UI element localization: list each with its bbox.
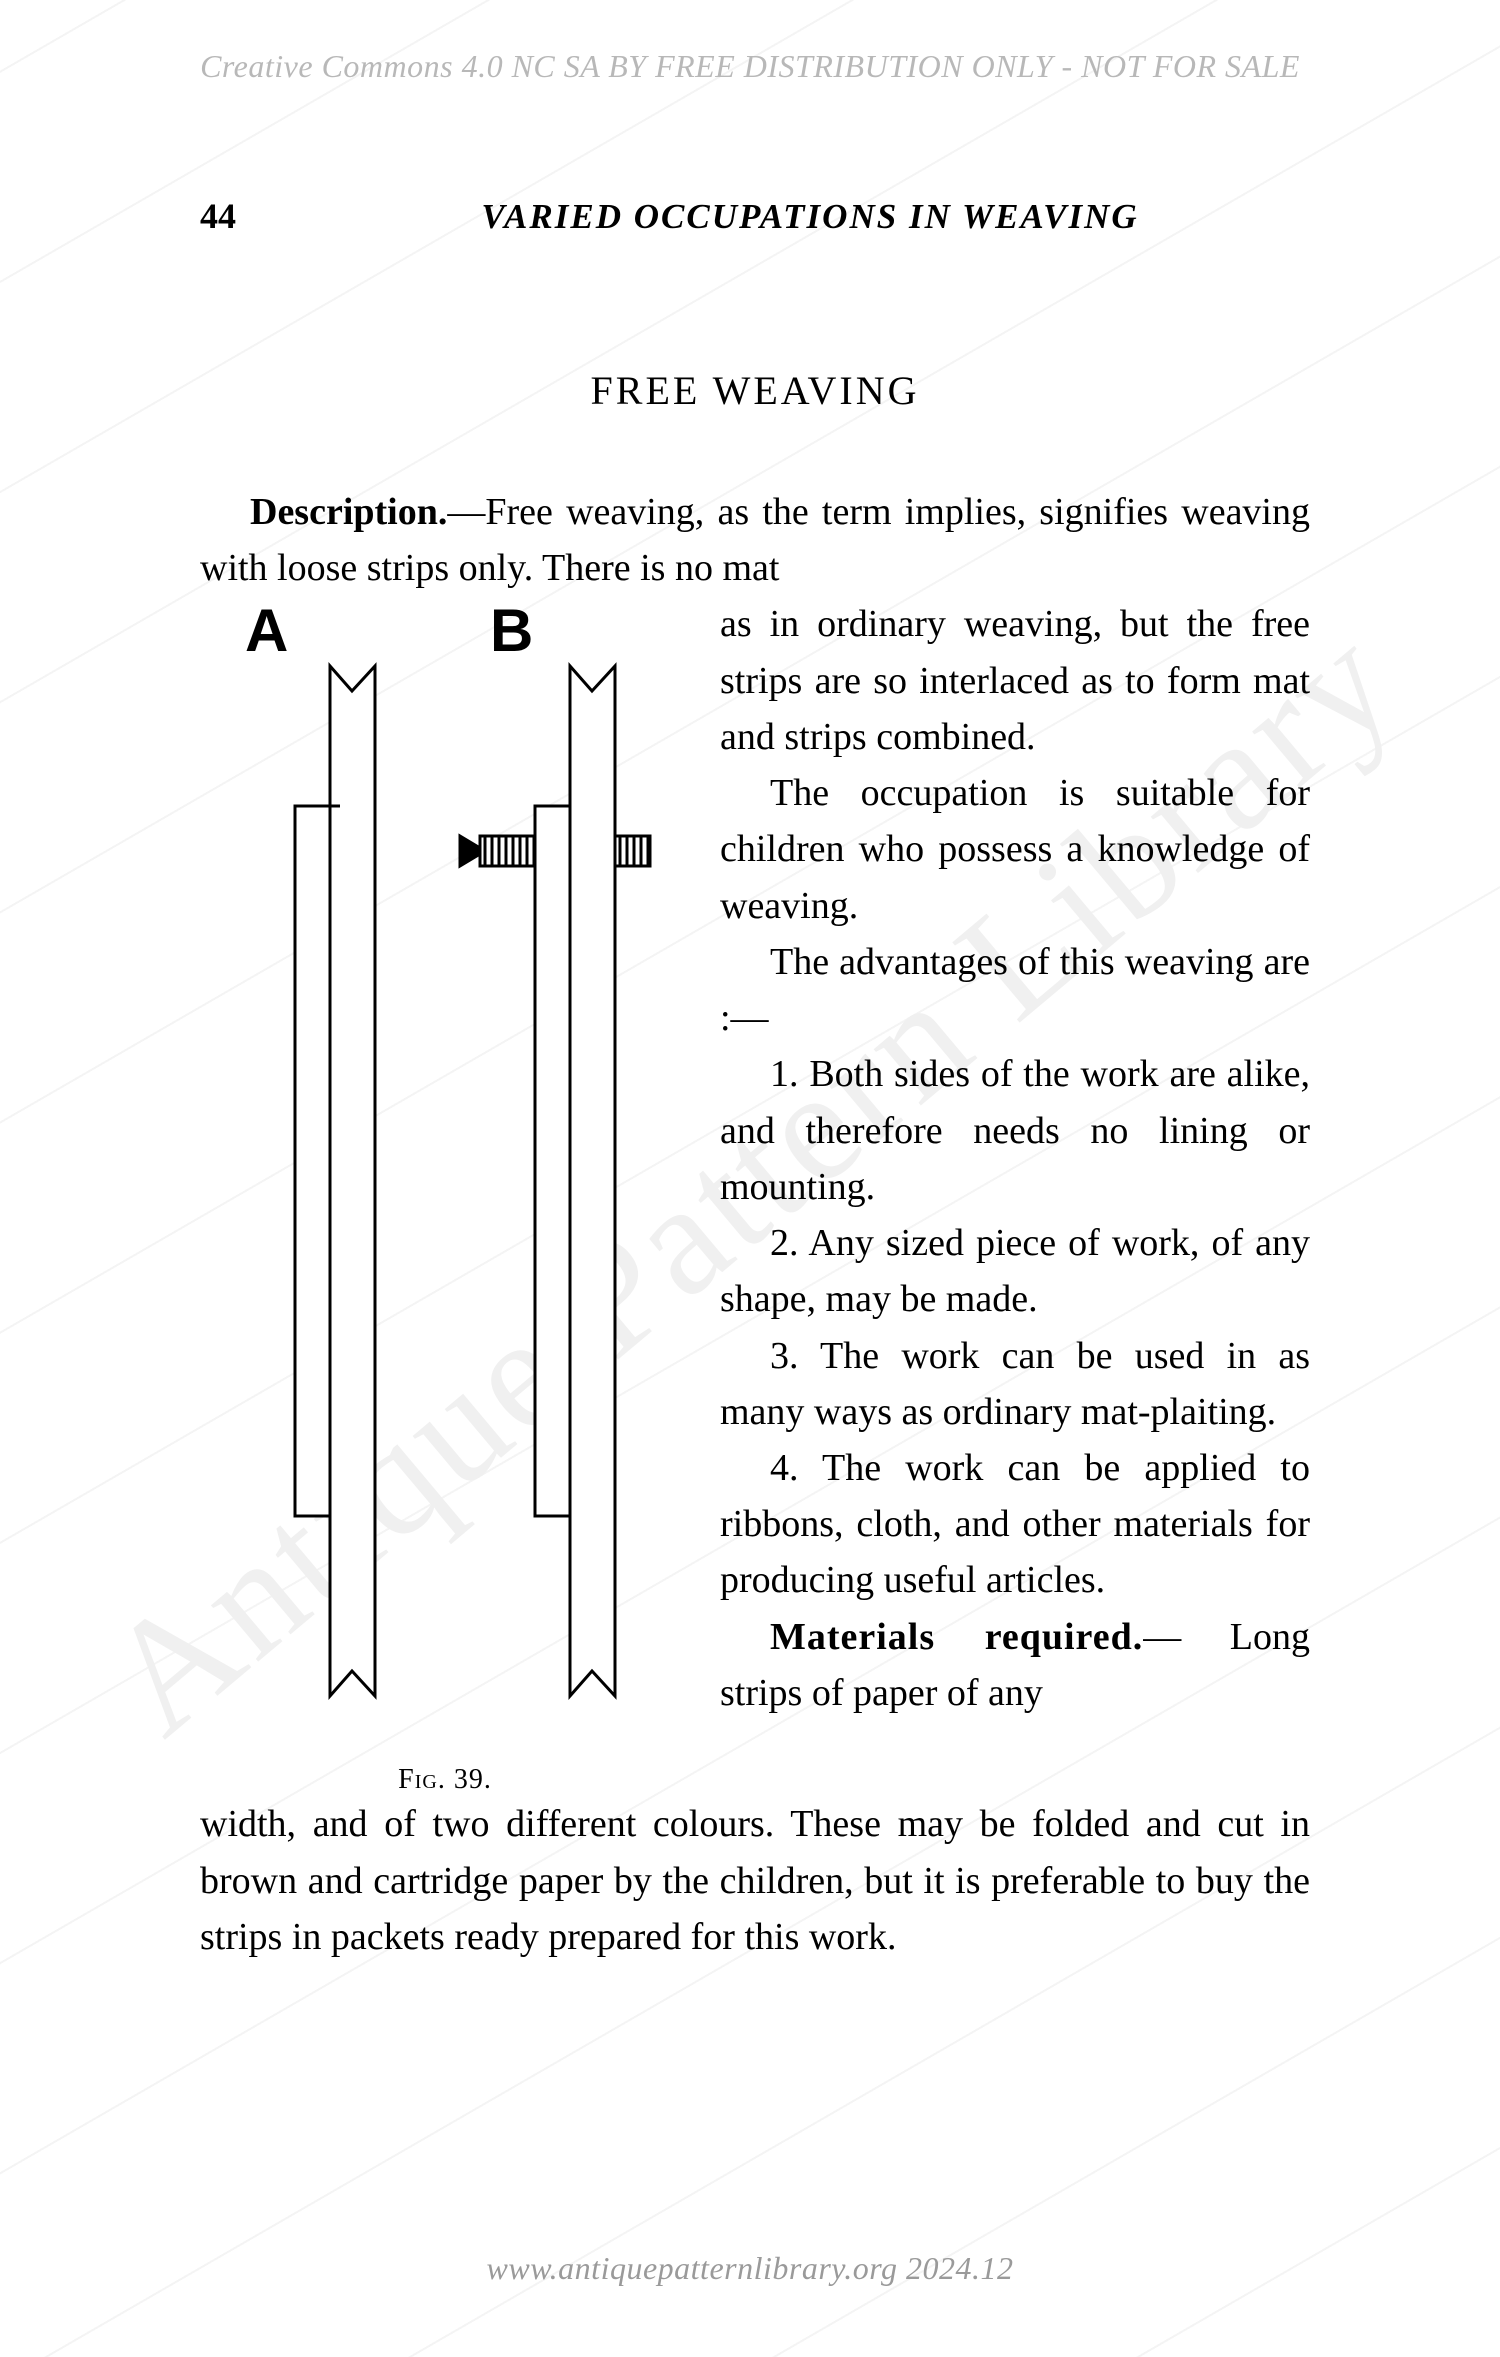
intro-paragraph: Description.—Free weaving, as the term i… — [200, 484, 1310, 596]
page-header: 44 VARIED OCCUPATIONS IN WEAVING — [200, 195, 1310, 237]
figure-column: A B — [200, 596, 690, 1796]
running-head: VARIED OCCUPATIONS IN WEAVING — [310, 197, 1310, 237]
figure-label-a: A — [245, 597, 288, 664]
figure-39-svg: A B — [200, 596, 690, 1756]
watermark-bottom: www.antiquepatternlibrary.org 2024.12 — [0, 2250, 1500, 2287]
materials-para: Materials required.— Long strips of pape… — [720, 1609, 1310, 1721]
figure-label-b: B — [490, 597, 533, 664]
page-content: 44 VARIED OCCUPATIONS IN WEAVING FREE WE… — [200, 195, 1310, 1965]
para-3: The advantages of this weaving are :— — [720, 934, 1310, 1046]
figure-caption: Fig. 39. — [398, 1764, 492, 1796]
after-figure-paragraph: width, and of two different colours. The… — [200, 1796, 1310, 1965]
para-1: as in ordinary weaving, but the free str… — [720, 596, 1310, 765]
text-column: as in ordinary weaving, but the free str… — [720, 596, 1310, 1796]
section-title: FREE WEAVING — [200, 367, 1310, 414]
para-7: 4. The work can be applied to ribbons, c… — [720, 1440, 1310, 1609]
page-number: 44 — [200, 195, 310, 237]
para-4: 1. Both sides of the work are alike, and… — [720, 1046, 1310, 1215]
materials-lead: Materials required. — [770, 1616, 1143, 1658]
watermark-top: Creative Commons 4.0 NC SA BY FREE DISTR… — [0, 48, 1500, 85]
intro-lead: Description. — [250, 491, 447, 533]
figure-text-columns: A B — [200, 596, 1310, 1796]
strip-a — [295, 666, 375, 1696]
para-2: The occupation is suitable for children … — [720, 765, 1310, 934]
strip-b — [460, 666, 650, 1696]
para-6: 3. The work can be used in as many ways … — [720, 1328, 1310, 1440]
para-5: 2. Any sized piece of work, of any shape… — [720, 1215, 1310, 1327]
